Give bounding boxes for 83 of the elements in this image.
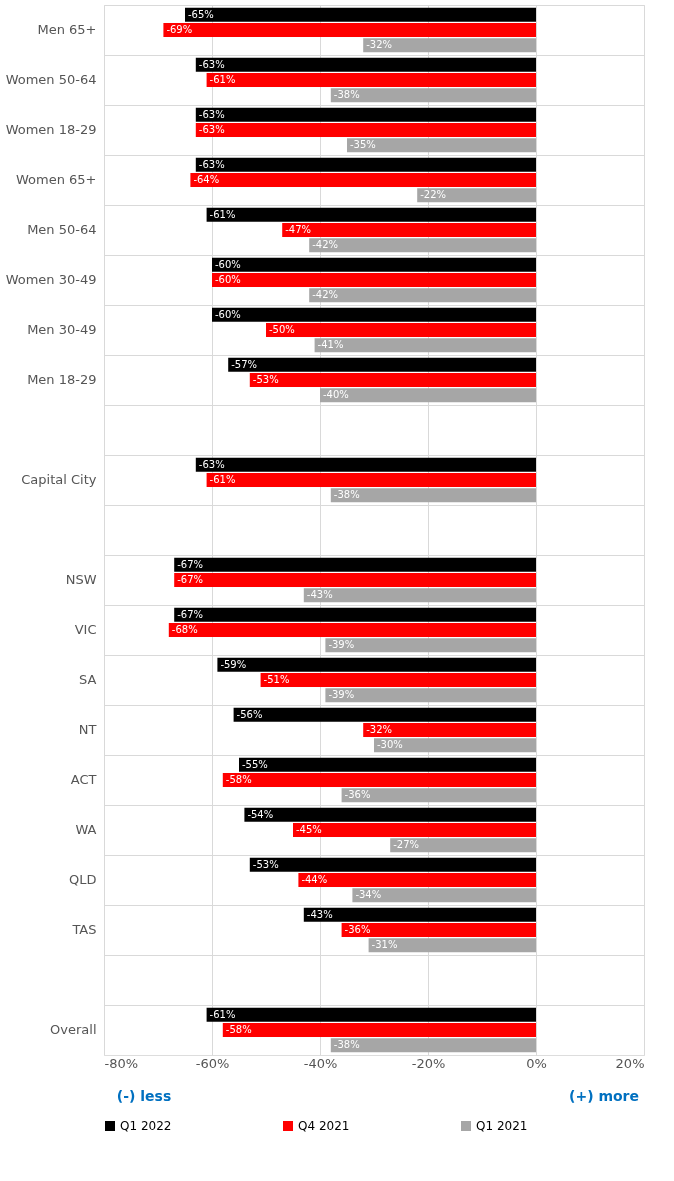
data-label: -38% <box>333 89 360 101</box>
data-label: -42% <box>312 239 339 251</box>
data-label: -61% <box>209 208 236 220</box>
data-label: -38% <box>333 1039 360 1051</box>
data-label: -59% <box>220 658 247 670</box>
x-tick-label: -40% <box>303 1055 338 1071</box>
y-tick-label: NT <box>78 722 97 737</box>
data-label: -55% <box>242 758 268 770</box>
data-label: -67% <box>177 608 204 620</box>
y-tick-label: QLD <box>69 872 97 887</box>
data-label: -61% <box>209 1008 236 1020</box>
y-tick-label: Women 50-64 <box>5 72 97 87</box>
data-label: -64% <box>193 174 220 185</box>
x-tick-label: -20% <box>411 1055 446 1071</box>
data-label: -43% <box>306 589 333 601</box>
data-label: -63% <box>198 158 225 170</box>
y-tick-label: WA <box>75 822 97 837</box>
data-label: -65% <box>188 8 214 20</box>
data-label: -53% <box>252 858 279 870</box>
y-tick-label: SA <box>79 672 97 687</box>
data-label: -53% <box>252 374 279 385</box>
data-label: -51% <box>263 674 290 685</box>
y-tick-label: VIC <box>74 622 97 637</box>
legend-label: Q4 2021 <box>298 1119 350 1133</box>
data-label: -31% <box>371 939 398 951</box>
data-label: -30% <box>377 739 403 751</box>
text: (+) more <box>568 1088 640 1104</box>
data-label: -45% <box>296 824 322 835</box>
data-label: -34% <box>355 889 382 901</box>
data-label: -43% <box>306 908 333 920</box>
data-label: -38% <box>333 489 360 501</box>
data-label: -63% <box>198 58 225 70</box>
data-label: -63% <box>198 108 225 120</box>
data-label: -60% <box>215 258 241 270</box>
data-label: -22% <box>420 189 447 201</box>
data-label: -69% <box>166 24 193 35</box>
data-label: -44% <box>301 874 328 885</box>
data-label: -36% <box>344 789 371 801</box>
data-label: -41% <box>317 339 344 351</box>
data-label: -61% <box>209 74 236 85</box>
y-tick-label: NSW <box>65 572 97 587</box>
data-label: -67% <box>177 574 204 585</box>
x-tick-label: -60% <box>195 1055 230 1071</box>
data-label: -36% <box>344 924 371 935</box>
data-label: -40% <box>323 389 349 401</box>
y-tick-label: Men 65+ <box>37 22 97 37</box>
data-label: -47% <box>285 224 312 235</box>
data-label: -56% <box>236 708 263 720</box>
y-tick-label: Men 18-29 <box>27 372 97 387</box>
data-label: -32% <box>366 724 393 735</box>
data-label: -39% <box>328 639 355 651</box>
y-tick-label: Capital City <box>21 472 97 487</box>
x-tick-label: 20% <box>615 1055 645 1071</box>
y-tick-label: Men 50-64 <box>27 222 97 237</box>
data-label: -63% <box>198 458 225 470</box>
y-tick-label: Overall <box>50 1022 97 1037</box>
x-tick-label: 0% <box>526 1055 547 1071</box>
data-label: -68% <box>171 624 198 635</box>
y-tick-label: Women 18-29 <box>5 122 97 137</box>
y-tick-label: TAS <box>71 922 97 937</box>
data-label: -67% <box>177 558 204 570</box>
data-label: -58% <box>225 774 252 785</box>
y-tick-label: Men 30-49 <box>27 322 97 337</box>
legend-label: Q1 2021 <box>476 1119 528 1133</box>
y-tick-label: ACT <box>70 772 97 787</box>
data-label: -42% <box>312 289 339 301</box>
data-label: -35% <box>350 139 376 151</box>
data-label: -61% <box>209 474 236 485</box>
data-label: -54% <box>247 808 274 820</box>
data-label: -32% <box>366 39 393 51</box>
data-label: -50% <box>269 324 295 335</box>
x-tick-label: -80% <box>104 1055 139 1071</box>
y-tick-label: Women 65+ <box>15 172 97 187</box>
data-label: -27% <box>393 839 420 851</box>
data-label: -60% <box>215 274 241 285</box>
data-label: -39% <box>328 689 355 701</box>
data-label: -63% <box>198 124 225 135</box>
y-tick-label: Women 30-49 <box>5 272 97 287</box>
legend-label: Q1 2022 <box>120 1119 172 1133</box>
data-label: -58% <box>225 1024 252 1035</box>
text: (-) less <box>116 1088 172 1104</box>
data-label: -60% <box>215 308 241 320</box>
data-label: -57% <box>231 358 258 370</box>
